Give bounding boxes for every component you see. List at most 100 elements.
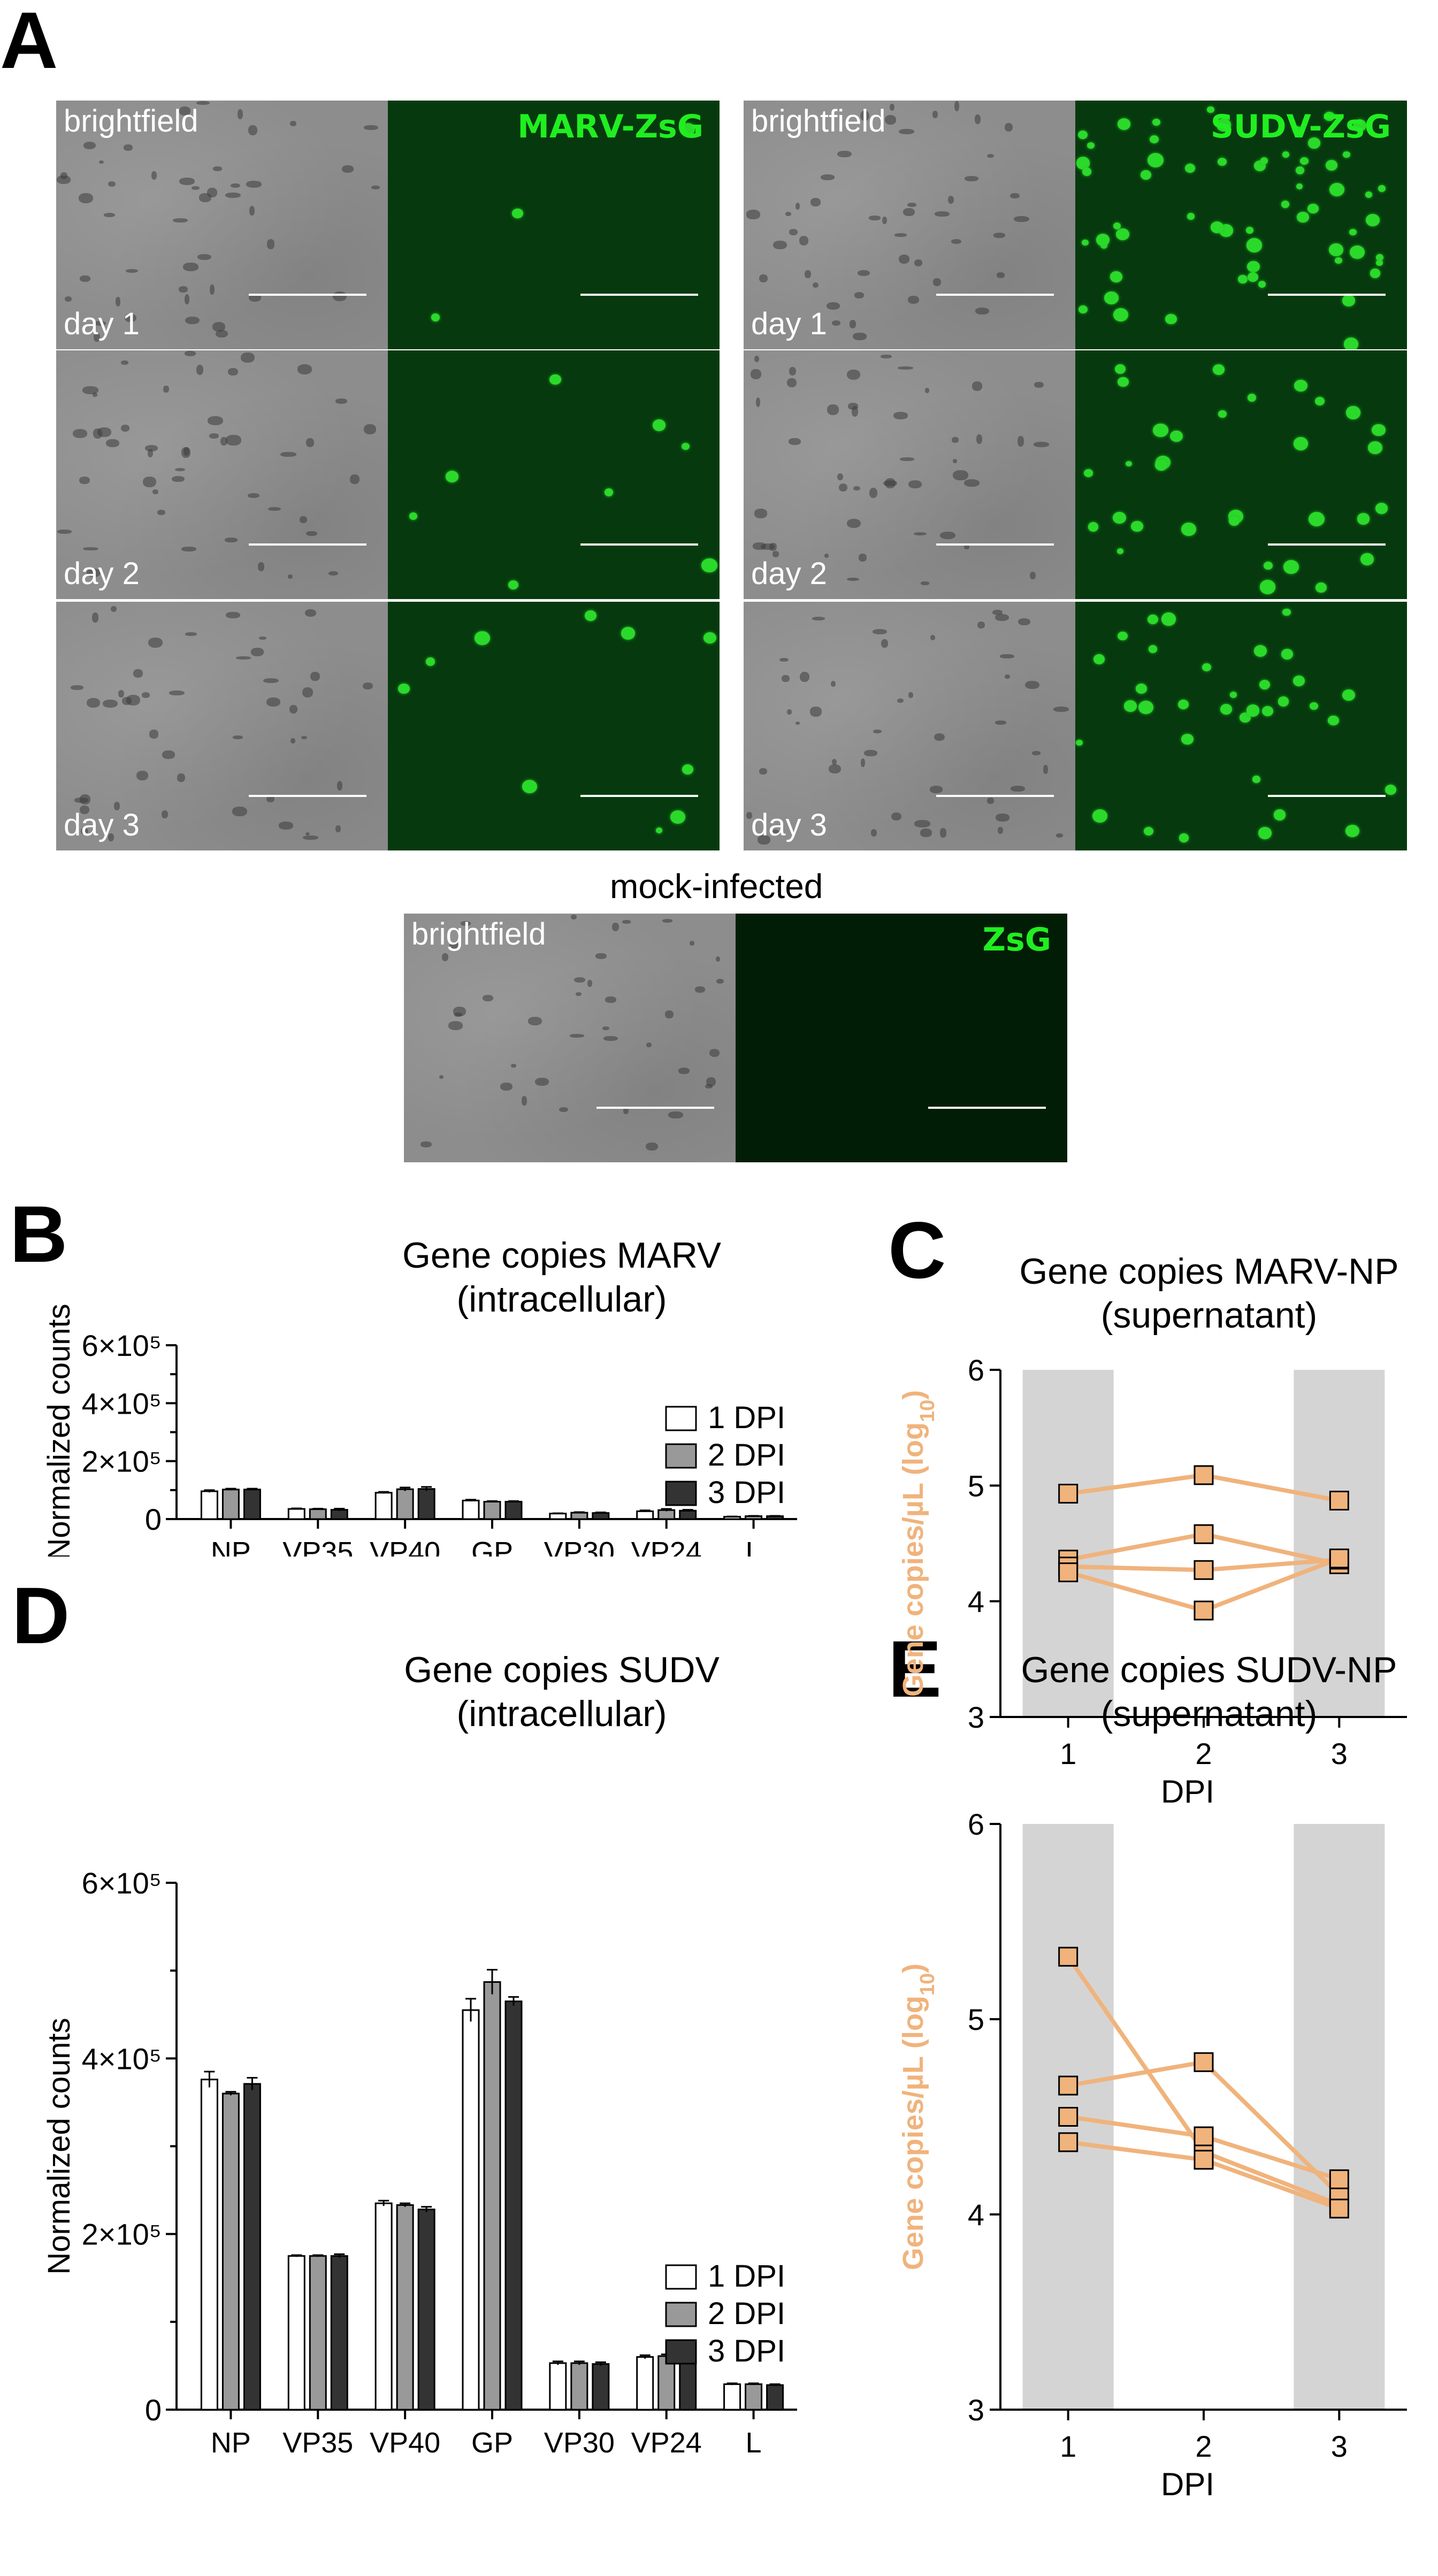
shaded-band: [1294, 1824, 1385, 2410]
cell-shape: [87, 568, 101, 578]
cell-shape: [884, 114, 897, 125]
fluorescent-cell: [1113, 308, 1128, 322]
fluorescent-cell: [1260, 580, 1276, 594]
bar: [549, 2362, 567, 2411]
cell-shape: [305, 438, 315, 447]
panel-label-a: A: [0, 0, 58, 85]
cell-shape: [248, 125, 258, 135]
x-tick-label: VP35: [282, 2427, 353, 2459]
cell-shape: [209, 433, 219, 439]
cell-shape: [535, 1077, 549, 1086]
cell-shape: [779, 658, 789, 662]
x-tick-label: L: [746, 1536, 762, 1557]
cell-shape: [333, 291, 347, 302]
cell-shape: [82, 547, 98, 551]
cell-shape: [812, 616, 825, 620]
cell-shape: [881, 354, 892, 358]
cell-shape: [622, 920, 631, 924]
legend-swatch: [665, 2264, 697, 2290]
fluorescent-cell: [1076, 739, 1083, 746]
x-tick-label: L: [746, 2427, 762, 2459]
cell-shape: [231, 183, 240, 188]
bar: [287, 1508, 305, 1520]
cell-shape: [362, 683, 373, 690]
cell-shape: [1056, 833, 1064, 838]
y-tick-label: 4×10⁵: [82, 1386, 162, 1420]
bar: [745, 2383, 763, 2411]
cell-shape: [837, 150, 852, 158]
cell-shape: [263, 678, 279, 684]
y-tick-label: 6×10⁵: [82, 1329, 162, 1362]
panel-label-e: E: [888, 1624, 942, 1714]
fluorescent-cell: [1342, 689, 1355, 701]
cell-shape: [831, 681, 836, 687]
cell-shape: [898, 254, 909, 264]
cell-shape: [882, 216, 887, 225]
cell-shape: [227, 368, 239, 375]
fluorescent-cell: [1187, 213, 1195, 220]
cell-shape: [838, 483, 848, 492]
y-tick-label: 4×10⁵: [82, 2042, 162, 2075]
cell-shape: [827, 404, 839, 416]
cell-shape: [573, 977, 585, 983]
fluorescent-cell: [1170, 430, 1183, 442]
cell-shape: [987, 798, 994, 804]
data-point: [1058, 1946, 1078, 1967]
bar: [462, 2009, 480, 2411]
fluorescent-cell: [1375, 502, 1388, 515]
cell-shape: [191, 186, 200, 190]
scale-bar: [580, 543, 698, 546]
cell-shape: [932, 278, 941, 287]
cell-shape: [754, 355, 759, 362]
cell-shape: [799, 671, 810, 683]
cell-shape: [570, 914, 577, 919]
cell-shape: [603, 1036, 618, 1041]
cell-shape: [144, 445, 158, 452]
x-tick-label: VP30: [544, 1536, 615, 1557]
bar: [396, 2204, 414, 2411]
cell-shape: [829, 764, 841, 773]
bar: [200, 1490, 218, 1520]
cell-shape: [183, 447, 189, 456]
fluorescent-cell: [475, 631, 491, 646]
legend-swatch: [665, 1481, 697, 1506]
cell-shape: [964, 175, 979, 181]
cell-shape: [860, 110, 870, 121]
bar: [330, 2255, 348, 2411]
fluorescent-cell: [1118, 118, 1131, 131]
cell-shape: [172, 218, 188, 223]
cell-shape: [804, 270, 811, 278]
scale-bar: [1268, 294, 1386, 296]
cell-shape: [921, 581, 929, 585]
cell-shape: [460, 921, 471, 926]
y-axis-label: Normalized counts: [42, 1304, 77, 1557]
cell-shape: [1033, 442, 1049, 447]
shaded-band: [1022, 1370, 1114, 1717]
fluorescent-cell: [1246, 704, 1260, 717]
fluorescent-cell: [1136, 683, 1147, 694]
cell-shape: [847, 577, 860, 581]
fluorescent-cell: [1092, 809, 1107, 823]
cell-shape: [182, 263, 198, 271]
x-tick-label: VP40: [370, 2427, 440, 2459]
scale-bar: [580, 795, 698, 797]
bar: [483, 1501, 501, 1520]
fluorescent-cell: [1296, 183, 1303, 189]
brightfield-image-sudv-day2: day 2: [744, 350, 1075, 599]
cell-shape: [232, 735, 243, 740]
cell-shape: [759, 274, 768, 283]
cell-shape: [1011, 786, 1025, 792]
cell-shape: [236, 656, 251, 660]
cell-shape: [758, 835, 770, 845]
fluorescent-cell: [1315, 582, 1327, 593]
cell-shape: [136, 770, 149, 781]
cell-shape: [964, 545, 969, 550]
cell-shape: [986, 154, 994, 158]
scale-bar: [580, 294, 698, 296]
fluorescent-cell: [1123, 700, 1137, 712]
data-point: [1058, 1562, 1078, 1583]
bar: [374, 1492, 393, 1520]
cell-shape: [70, 685, 83, 690]
chart-marv-intracellular: Gene copies MARV(intracellular) 0 2×10⁵ 4×1…: [42, 1235, 797, 1557]
brightfield-image-sudv-day3: day 3: [744, 602, 1075, 850]
